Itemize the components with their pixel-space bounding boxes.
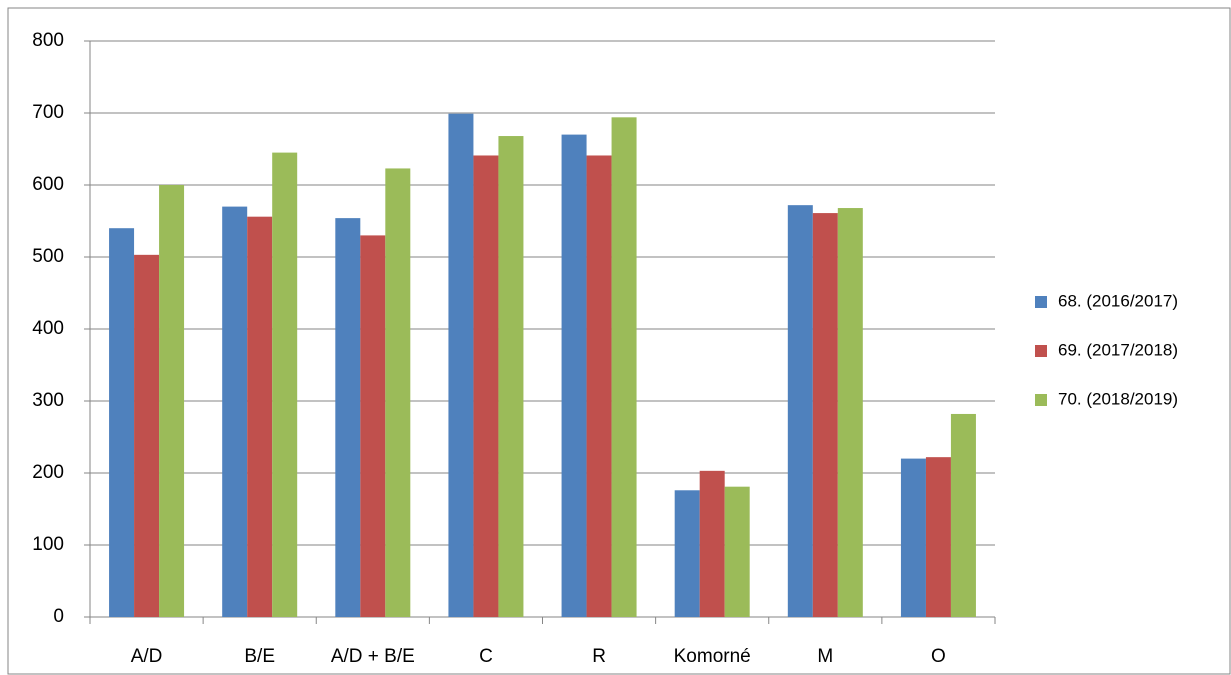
y-tick-label: 0: [53, 606, 64, 627]
y-tick-label: 800: [32, 30, 64, 51]
legend-label: 70. (2018/2019): [1058, 389, 1178, 408]
legend-label: 68. (2016/2017): [1058, 291, 1178, 310]
legend-swatch: [1035, 296, 1047, 308]
x-tick-label: R: [592, 646, 606, 667]
bar: [272, 152, 298, 617]
x-tick-label: O: [931, 646, 946, 667]
bar: [385, 168, 411, 617]
y-tick-label: 400: [32, 318, 64, 339]
x-tick-label: C: [479, 646, 493, 667]
bar: [448, 113, 474, 617]
bar: [360, 235, 386, 617]
bar: [247, 216, 273, 617]
bar: [724, 486, 750, 617]
bar: [134, 254, 160, 617]
bar: [473, 155, 499, 618]
legend-label: 69. (2017/2018): [1058, 340, 1178, 359]
x-tick-label: A/D + B/E: [331, 646, 415, 667]
bar: [498, 136, 524, 618]
bar: [900, 458, 926, 617]
y-tick-label: 500: [32, 246, 64, 267]
bar: [222, 206, 248, 617]
bar: [674, 490, 700, 617]
y-tick-label: 700: [32, 102, 64, 123]
bar: [109, 228, 135, 617]
legend-swatch: [1035, 394, 1047, 406]
bar: [159, 185, 185, 617]
bar: [837, 208, 863, 618]
bar: [787, 205, 813, 617]
bar: [699, 470, 725, 617]
bar: [561, 134, 587, 617]
x-tick-label: B/E: [244, 646, 275, 667]
x-tick-label: M: [817, 646, 833, 667]
bar: [586, 155, 612, 618]
legend: 68. (2016/2017) 69. (2017/2018) 70. (2018/…: [1035, 291, 1178, 408]
bar: [950, 413, 976, 617]
legend-swatch: [1035, 345, 1047, 357]
bar: [925, 457, 951, 617]
x-tick-label: A/D: [131, 646, 163, 667]
x-tick-label: Komorné: [674, 646, 751, 667]
y-tick-label: 200: [32, 462, 64, 483]
bar: [611, 117, 637, 617]
bar: [335, 218, 361, 617]
y-tick-label: 100: [32, 534, 64, 555]
bar: [812, 213, 838, 617]
y-tick-label: 600: [32, 174, 64, 195]
y-tick-label: 300: [32, 390, 64, 411]
